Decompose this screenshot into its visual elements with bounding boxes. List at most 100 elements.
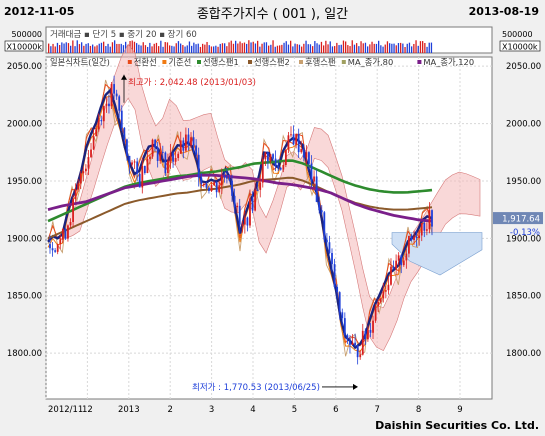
- candle-body: [290, 134, 292, 136]
- candle-body: [225, 176, 228, 179]
- volume-bar: [400, 42, 402, 53]
- candle-body: [67, 225, 69, 239]
- candle-body: [251, 198, 254, 211]
- x-tick-label: 7: [374, 405, 379, 415]
- candle-body: [367, 329, 369, 340]
- candle-body: [287, 135, 290, 150]
- candle-body: [343, 318, 346, 336]
- candle-body: [284, 149, 287, 166]
- volume-bar: [257, 40, 259, 53]
- candle-body: [105, 103, 108, 106]
- volume-bar: [263, 42, 265, 53]
- candle-body: [274, 158, 277, 167]
- volume-bar: [318, 44, 320, 53]
- volume-bar: [195, 44, 197, 53]
- candle-body: [415, 236, 418, 239]
- volume-bar: [292, 46, 294, 53]
- candle-body: [269, 154, 272, 162]
- candle-body: [102, 105, 105, 122]
- candle-body: [87, 157, 90, 169]
- candle-body: [128, 155, 131, 165]
- volume-bar: [89, 45, 92, 53]
- volume-bar: [287, 44, 290, 53]
- volume-bar: [204, 44, 206, 53]
- legend-swatch: [197, 60, 201, 64]
- volume-tick-right-1: X10000k: [502, 43, 538, 52]
- volume-bar: [61, 42, 63, 53]
- volume-bar: [274, 46, 276, 53]
- volume-unit-box-left: [4, 40, 44, 52]
- y-tick-left: 1900.00: [7, 234, 42, 244]
- candle-body: [364, 330, 367, 340]
- volume-bar: [268, 45, 270, 53]
- volume-bar: [430, 42, 433, 53]
- candle-body: [149, 156, 151, 160]
- volume-bar: [232, 43, 235, 53]
- volume-bar: [166, 42, 169, 53]
- volume-bar: [151, 46, 153, 53]
- high-marker-arrow: [121, 74, 127, 80]
- candle-body: [384, 290, 387, 292]
- x-tick-label: 12: [82, 405, 93, 415]
- volume-bar: [52, 43, 54, 53]
- volume-bar: [241, 43, 243, 53]
- candle-body: [95, 129, 98, 137]
- volume-bar: [125, 41, 127, 53]
- candle-body: [392, 266, 395, 269]
- volume-bar: [360, 41, 362, 53]
- volume-bar: [173, 46, 175, 53]
- volume-bar: [169, 45, 171, 53]
- candle-body: [59, 239, 62, 245]
- candle-body: [259, 182, 262, 190]
- volume-bar: [373, 43, 375, 53]
- volume-bar: [105, 46, 107, 53]
- candle-body: [141, 165, 144, 188]
- candle-body: [197, 154, 200, 178]
- last-value-label: 1,917.64 -0.13%: [493, 212, 543, 238]
- candle-body: [361, 330, 364, 355]
- y-tick-left: 2000.00: [7, 120, 42, 130]
- volume-bar: [144, 45, 147, 53]
- volume-bar: [305, 40, 307, 53]
- candle-body: [164, 152, 167, 174]
- volume-bar: [235, 40, 237, 53]
- volume-bar: [118, 43, 120, 53]
- legend-swatch: [417, 60, 422, 64]
- volume-bar: [358, 46, 360, 53]
- candle-body: [195, 145, 198, 155]
- candle-body: [254, 189, 257, 211]
- volume-bar: [111, 42, 114, 53]
- volume-bar: [160, 40, 162, 53]
- candle-body: [54, 250, 57, 252]
- candle-body: [323, 212, 326, 240]
- volume-bar: [100, 42, 103, 53]
- candle-body: [377, 301, 380, 307]
- x-tick-label: 2012/11: [48, 405, 83, 415]
- candle-body: [223, 176, 226, 178]
- volume-bar: [402, 43, 404, 53]
- volume-bar: [283, 42, 285, 53]
- volume-bar: [285, 41, 287, 53]
- volume-bar: [92, 44, 94, 53]
- candle-body: [420, 222, 423, 236]
- volume-bar: [74, 46, 76, 53]
- volume-bar: [279, 45, 281, 53]
- candle-body: [423, 222, 426, 231]
- candle-body: [187, 134, 190, 146]
- candle-body: [123, 127, 126, 140]
- legend-label: 후행스팬: [305, 57, 336, 67]
- candle-body: [190, 137, 192, 146]
- volume-unit-box-right: [499, 40, 541, 52]
- y-tick-right: 1850.00: [506, 292, 541, 302]
- volume-bar: [63, 43, 65, 53]
- volume-bar: [382, 46, 384, 53]
- volume-bar: [380, 45, 382, 53]
- volume-bar: [120, 43, 122, 53]
- volume-bar: [149, 42, 151, 53]
- legend-swatch: [127, 60, 132, 64]
- candle-body: [118, 96, 121, 111]
- volume-bar: [164, 42, 166, 53]
- x-tick-label: 2: [167, 405, 172, 415]
